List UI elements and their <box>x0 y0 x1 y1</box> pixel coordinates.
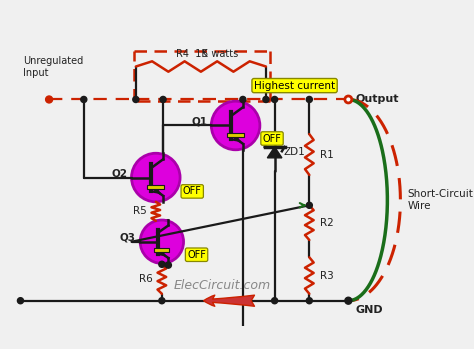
Circle shape <box>306 298 312 304</box>
Bar <box>147 185 164 189</box>
Bar <box>227 133 244 137</box>
Text: GND: GND <box>356 305 383 315</box>
Text: Q3: Q3 <box>119 232 135 243</box>
Circle shape <box>46 96 53 103</box>
Text: R2: R2 <box>320 218 334 228</box>
Text: R4  1K: R4 1K <box>176 49 208 59</box>
Circle shape <box>272 96 278 103</box>
Text: R5: R5 <box>133 206 147 216</box>
Circle shape <box>263 96 269 103</box>
Text: ElecCircuit.com: ElecCircuit.com <box>174 279 271 292</box>
Text: ZD1: ZD1 <box>283 147 305 157</box>
Text: Highest current: Highest current <box>254 81 335 91</box>
Circle shape <box>160 96 166 103</box>
Text: R3: R3 <box>320 270 334 281</box>
Circle shape <box>306 202 312 208</box>
Text: OFF: OFF <box>183 186 201 196</box>
Circle shape <box>159 298 165 304</box>
Ellipse shape <box>140 220 183 263</box>
Polygon shape <box>267 147 282 158</box>
Text: R1: R1 <box>320 150 334 159</box>
Circle shape <box>81 96 87 103</box>
Circle shape <box>159 261 165 267</box>
Circle shape <box>345 297 352 304</box>
Text: Output: Output <box>356 95 399 104</box>
Ellipse shape <box>211 101 260 150</box>
Text: Short-Circuit
Wire: Short-Circuit Wire <box>407 189 473 211</box>
Circle shape <box>165 262 172 268</box>
Text: Q1: Q1 <box>191 116 207 126</box>
Circle shape <box>240 96 246 103</box>
Text: Q2: Q2 <box>111 168 128 178</box>
Circle shape <box>133 96 139 103</box>
Circle shape <box>306 96 312 103</box>
Text: OFF: OFF <box>263 134 282 143</box>
Ellipse shape <box>131 153 180 202</box>
Circle shape <box>272 298 278 304</box>
Text: OFF: OFF <box>187 250 206 260</box>
Text: R6: R6 <box>139 274 153 284</box>
Circle shape <box>345 96 352 103</box>
Text: 5 watts: 5 watts <box>202 49 238 59</box>
Bar <box>154 248 169 252</box>
Circle shape <box>18 298 24 304</box>
Text: Unregulated
Input: Unregulated Input <box>23 56 83 78</box>
